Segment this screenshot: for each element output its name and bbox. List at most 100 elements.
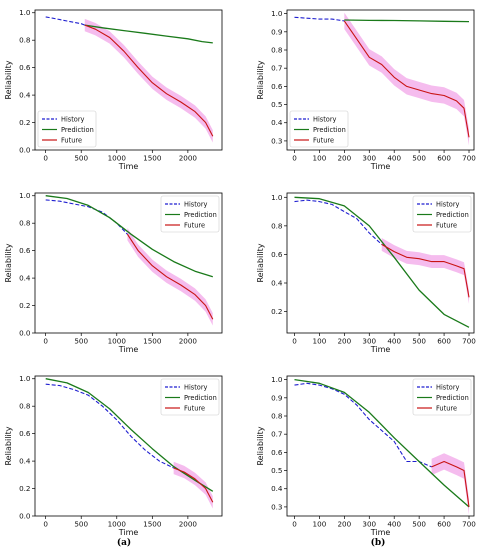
legend-label-prediction: Prediction (61, 126, 94, 134)
caption-b: (b) (371, 537, 386, 548)
x-tick-label: 1000 (108, 337, 127, 346)
y-axis-label: Reliability (256, 426, 265, 465)
plot-area (294, 378, 470, 516)
y-tick-label: 0.0 (19, 329, 31, 338)
future-band (381, 238, 470, 304)
x-tick-label: 200 (337, 154, 351, 163)
legend-label-history: History (436, 200, 460, 208)
y-axis-label: Reliability (4, 60, 13, 99)
y-tick-label: 0.3 (271, 136, 282, 145)
legend-label-prediction: Prediction (436, 211, 469, 219)
x-tick-label: 2000 (179, 520, 198, 529)
series-future-line (431, 460, 470, 507)
y-tick-label: 0.2 (19, 484, 30, 493)
caption-a: (a) (117, 537, 131, 548)
x-tick-label: 0 (43, 154, 48, 163)
x-axis-label: Time (370, 345, 391, 354)
x-tick-label: 500 (74, 154, 88, 163)
x-tick-label: 100 (313, 337, 327, 346)
x-tick-label: 1500 (143, 520, 162, 529)
legend-label-future: Future (436, 404, 457, 412)
series-history-line (45, 383, 174, 469)
y-tick-label: 0.4 (271, 118, 283, 127)
y-tick-label: 0.6 (19, 429, 31, 438)
legend-label-history: History (436, 383, 460, 391)
plot-area (45, 16, 214, 143)
panel-b-top: 0 100 200 300 400 500 600 700 0.3 0.4 0.5 0.6 0.7 0.8… (256, 9, 476, 171)
x-tick-label: 1500 (143, 154, 162, 163)
panel-b-middle: 0 100 200 300 400 500 600 700 0.2 0.4 0.6 0.8 1.0 Tim… (256, 192, 476, 354)
x-tick-label: 1000 (108, 154, 127, 163)
series-future-line (173, 467, 214, 503)
series-prediction-line (84, 24, 213, 44)
x-tick-label: 300 (362, 154, 376, 163)
x-tick-label: 600 (437, 337, 451, 346)
x-tick-label: 500 (74, 337, 88, 346)
legend-box (160, 378, 220, 416)
series-future-line (126, 233, 214, 320)
axes-frame (34, 9, 223, 151)
x-tick-label: 400 (387, 337, 401, 346)
y-tick-label: 0.0 (19, 512, 31, 521)
x-tick-label: 2000 (179, 154, 198, 163)
x-tick-label: 300 (362, 520, 376, 529)
x-tick-label: 200 (337, 337, 351, 346)
y-tick-label: 0.9 (271, 27, 283, 36)
series-prediction-line (294, 378, 470, 508)
x-tick-label: 0 (43, 520, 48, 529)
series-prediction-line (294, 196, 470, 328)
y-tick-label: 0.5 (271, 100, 282, 109)
y-axis-label: Reliability (4, 426, 13, 465)
series-prediction-line (45, 195, 213, 278)
legend-label-history: History (313, 115, 337, 123)
y-tick-label: 1.0 (19, 8, 31, 17)
y-tick-label: 0.2 (19, 118, 30, 127)
x-tick-label: 400 (387, 154, 401, 163)
series-history-line (294, 16, 345, 22)
y-tick-label: 0.7 (271, 430, 282, 439)
x-axis-label: Time (118, 528, 139, 537)
axes-frame (286, 192, 475, 334)
panel-a-middle: 0 500 1000 1500 2000 0.0 0.2 0.4 0.6 0.8 1.0 Time Re… (4, 191, 223, 354)
y-tick-label: 0.8 (19, 219, 31, 228)
y-tick-label: 1.0 (19, 191, 31, 200)
y-tick-label: 0.0 (19, 146, 31, 155)
series-history-line (45, 16, 85, 26)
y-tick-label: 0.7 (271, 64, 282, 73)
series-history-line (294, 382, 432, 468)
x-tick-label: 0 (292, 337, 297, 346)
legend-label-history: History (61, 115, 85, 123)
y-tick-label: 1.0 (271, 9, 283, 18)
series-future-line (343, 20, 470, 138)
x-tick-label: 1000 (108, 520, 127, 529)
y-tick-label: 0.4 (19, 91, 31, 100)
future-band (173, 461, 213, 509)
x-tick-label: 500 (412, 154, 426, 163)
series-prediction-line (45, 378, 214, 492)
x-tick-label: 0 (43, 337, 48, 346)
legend: History Prediction Future (160, 195, 220, 233)
y-tick-label: 0.6 (271, 448, 283, 457)
legend: History Prediction Future (412, 195, 472, 233)
y-tick-label: 1.0 (271, 375, 283, 384)
y-tick-label: 0.9 (271, 393, 283, 402)
series-prediction-line (344, 19, 470, 23)
x-tick-label: 300 (362, 337, 376, 346)
legend-label-prediction: Prediction (184, 394, 217, 402)
y-axis-label: Reliability (256, 60, 265, 99)
y-tick-label: 0.4 (19, 274, 31, 283)
panel-a-bottom: 0 500 1000 1500 2000 0.0 0.2 0.4 0.6 0.8 1.0 Time Re… (4, 374, 223, 537)
x-tick-label: 100 (313, 520, 327, 529)
legend: History Prediction Future (412, 378, 472, 416)
future-band (84, 18, 213, 143)
legend-label-future: Future (313, 136, 334, 144)
legend-box (412, 378, 472, 416)
series-history-line (294, 199, 383, 245)
legend: History Prediction Future (289, 110, 349, 148)
x-tick-label: 700 (462, 337, 476, 346)
x-tick-label: 700 (462, 154, 476, 163)
plot-area (294, 12, 470, 146)
axes-frame (34, 192, 223, 334)
x-axis-label: Time (370, 528, 391, 537)
y-tick-label: 0.8 (271, 46, 283, 55)
